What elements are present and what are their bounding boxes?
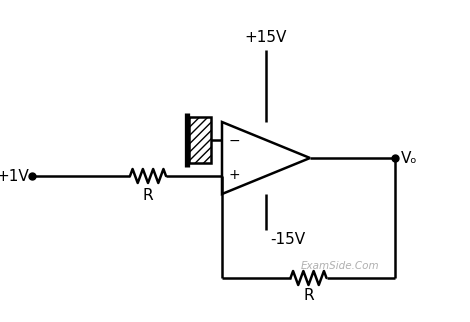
Text: +: + bbox=[228, 168, 240, 182]
Text: -15V: -15V bbox=[270, 232, 305, 247]
Text: Vₒ: Vₒ bbox=[401, 150, 418, 166]
Bar bbox=[189, 117, 211, 163]
Text: +15V: +15V bbox=[245, 30, 287, 45]
Text: ExamSide.Com: ExamSide.Com bbox=[301, 261, 379, 271]
Text: −: − bbox=[228, 134, 240, 148]
Text: +1V: +1V bbox=[0, 168, 29, 184]
Text: R: R bbox=[303, 288, 314, 303]
Bar bbox=[189, 117, 211, 163]
Text: R: R bbox=[143, 188, 153, 203]
